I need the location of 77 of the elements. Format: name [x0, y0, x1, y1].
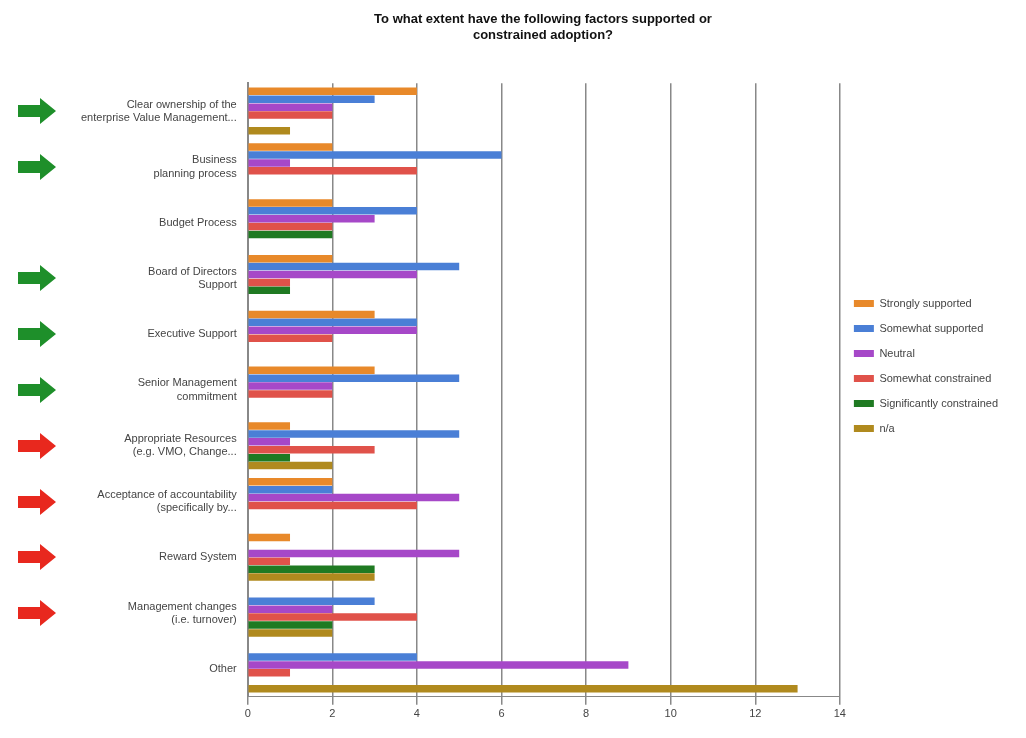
- bar: [248, 214, 375, 223]
- bar: [248, 270, 417, 279]
- bar: [248, 278, 291, 287]
- x-tick-label: 2: [329, 707, 336, 720]
- bar: [248, 374, 460, 382]
- bar: [248, 557, 291, 566]
- x-tick-label: 6: [498, 707, 505, 720]
- x-tick-label: 10: [664, 707, 677, 720]
- bar: [248, 493, 460, 502]
- bar: [248, 684, 798, 693]
- bar: [248, 103, 333, 111]
- x-tick-label: 4: [413, 707, 420, 720]
- bar: [248, 207, 417, 215]
- bar: [248, 621, 333, 629]
- y-tick-label: Reward System: [159, 550, 237, 563]
- bar: [248, 478, 333, 486]
- y-tick-label: Budget Process: [159, 215, 238, 228]
- bar: [248, 438, 291, 446]
- x-tick-label: 14: [833, 707, 846, 720]
- legend-label: Significantly constrained: [879, 396, 998, 409]
- bar: [248, 230, 333, 239]
- bar: [248, 629, 333, 637]
- y-tick-label: Executive Support: [147, 327, 237, 340]
- bar: [248, 111, 333, 119]
- bar: [248, 310, 375, 319]
- x-tick-label: 0: [244, 707, 251, 720]
- x-tick-label: 8: [583, 707, 590, 720]
- bar: [248, 430, 460, 438]
- bar: [248, 461, 333, 470]
- bar: [248, 653, 417, 661]
- y-tick-label: Appropriate Resources (e.g. VMO, Change...: [124, 432, 238, 458]
- y-tick-label: Other: [209, 661, 238, 674]
- bar: [248, 87, 417, 96]
- legend-label: n/a: [879, 421, 896, 434]
- x-tick-label: 12: [749, 707, 762, 720]
- bar: [248, 501, 417, 510]
- bar: [248, 151, 502, 159]
- bar: [248, 334, 333, 342]
- bar: [248, 485, 333, 494]
- bar: [248, 565, 375, 573]
- bar: [248, 533, 291, 542]
- bar: [248, 613, 417, 621]
- bar: [248, 95, 375, 103]
- bar: [248, 366, 375, 374]
- bar: [248, 597, 375, 606]
- bar: [248, 390, 333, 398]
- chart-title: To what extent have the following factors supported or constrained adoption?: [374, 11, 712, 42]
- bar: [248, 254, 333, 263]
- legend-label: Neutral: [879, 346, 915, 359]
- bar: [248, 453, 291, 462]
- bar: [248, 382, 333, 390]
- bar: [248, 159, 291, 167]
- bar: [248, 262, 460, 271]
- bar: [248, 445, 375, 454]
- bar: [248, 318, 417, 327]
- bar: [248, 167, 417, 175]
- bar: [248, 605, 333, 613]
- y-tick-label: Senior Management commitment: [137, 376, 237, 402]
- legend-label: Strongly supported: [879, 296, 972, 309]
- bar: [248, 143, 333, 151]
- bar: [248, 573, 375, 581]
- bar: [248, 222, 333, 231]
- bar: [248, 549, 460, 558]
- bar: [248, 661, 629, 669]
- y-tick-label: Board of Directors Support: [148, 264, 238, 291]
- bar: [248, 326, 417, 335]
- y-tick-label: Business planning process: [153, 153, 238, 179]
- y-tick-label: Management changes (i.e. turnover): [127, 599, 238, 625]
- y-tick-label: Clear ownership of the enterprise Value Management...: [81, 97, 237, 123]
- legend-label: Somewhat constrained: [879, 371, 992, 384]
- y-tick-label: Acceptance of accountability (specifically by...: [97, 487, 238, 514]
- bar: [248, 286, 291, 295]
- bar: [248, 422, 291, 430]
- bar: [248, 669, 291, 677]
- bar: [248, 199, 333, 207]
- bar: [248, 127, 291, 135]
- legend-label: Somewhat supported: [879, 321, 984, 334]
